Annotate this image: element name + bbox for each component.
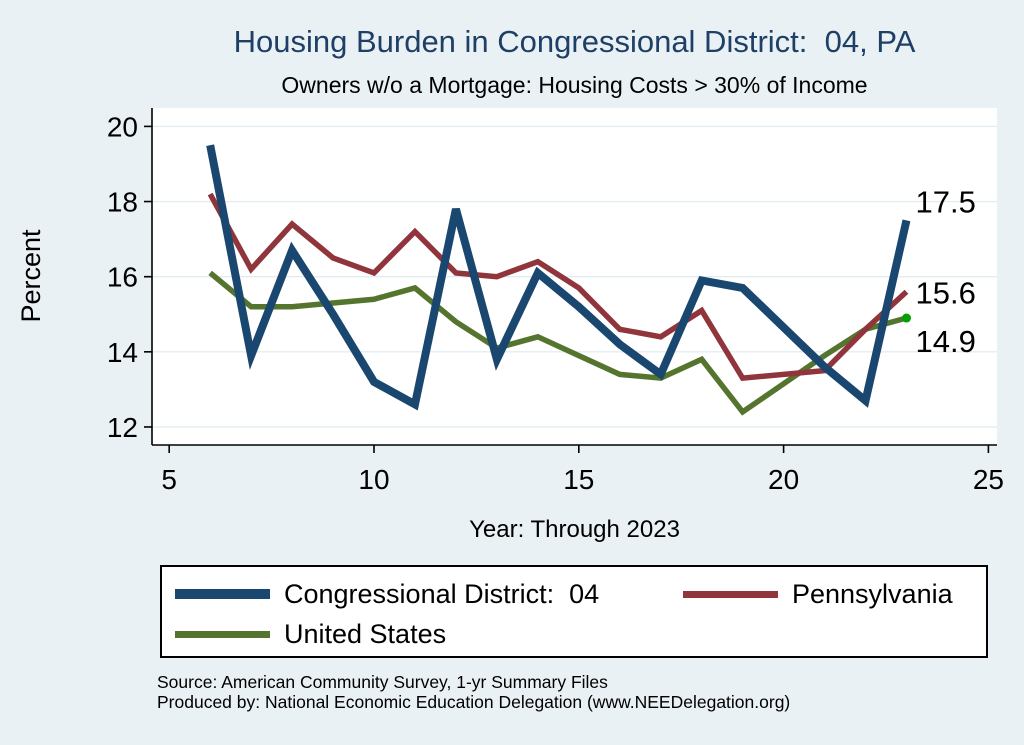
legend-label-congressional-district-04: Congressional District: 04 [284,579,600,609]
produced-by-note: Produced by: National Economic Education… [157,692,791,712]
x-axis-ticks: 5 10 15 20 25 [161,445,1004,495]
x-tick-label: 25 [973,464,1004,495]
series-line-united-states [208,270,908,416]
legend-swatch-pennsylvania [683,591,778,598]
y-tick-label: 16 [107,262,138,293]
x-tick-label: 5 [161,464,177,495]
x-tick-label: 10 [358,464,389,495]
series-line-pennsylvania [207,192,909,382]
legend-swatch-congressional-district-04 [175,589,270,599]
gridlines [152,125,997,428]
legend: Congressional District: 04 Pennsylvania … [160,565,988,658]
endpoint-marker-united-states [901,313,911,323]
y-tick-label: 14 [107,337,138,368]
y-tick-label: 18 [107,187,138,218]
legend-swatch-united-states [175,631,270,638]
y-tick-label: 20 [107,111,138,142]
legend-label-united-states: United States [284,619,447,649]
legend-label-pennsylvania: Pennsylvania [792,579,953,609]
series-line-congressional-district-04 [206,144,911,411]
end-label-united-states: 14.9 [915,324,975,359]
end-label-congressional-district-04: 17.5 [915,184,975,219]
source-note: Source: American Community Survey, 1-yr … [157,672,608,692]
page-subtitle: Owners w/o a Mortgage: Housing Costs > 3… [281,72,868,98]
y-axis-title: Percent [16,229,46,323]
x-axis-title: Year: Through 2023 [469,516,680,543]
x-tick-label: 15 [563,464,594,495]
y-tick-label: 12 [107,412,138,443]
y-axis-ticks: 12 14 16 18 20 [107,111,152,443]
x-tick-label: 20 [768,464,799,495]
page-title: Housing Burden in Congressional District… [233,24,916,59]
end-label-pennsylvania: 15.6 [915,276,975,311]
